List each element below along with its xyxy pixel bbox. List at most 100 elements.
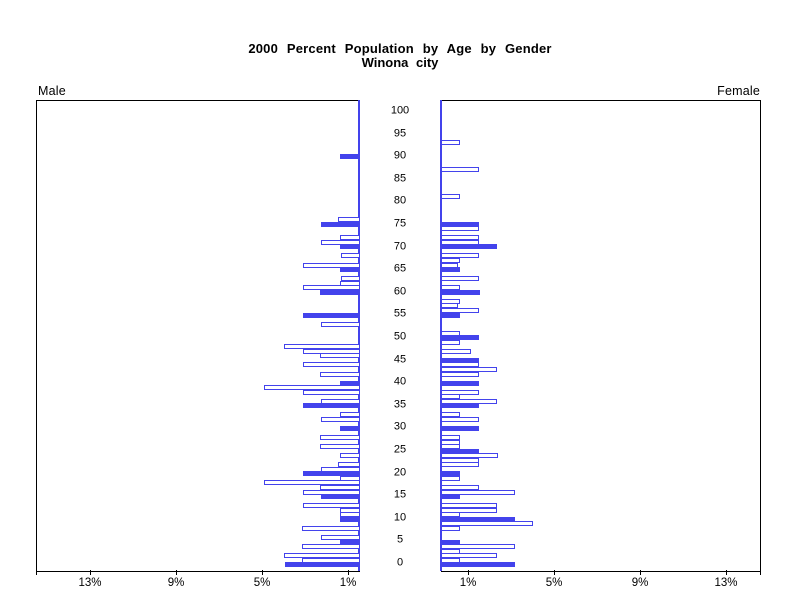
female-bar-age-4 [441,544,515,549]
male-bar-age-90 [340,154,360,159]
female-bar-age-19 [441,476,460,481]
age-tick-label-85: 85 [393,172,407,185]
male-bar-age-55 [303,313,360,318]
female-bar-age-60 [441,290,480,295]
female-bar-age-33 [441,412,460,417]
male-bar-age-6 [321,535,360,540]
female-bar-age-20 [441,471,460,476]
male-pct-tick-1-label: 1% [339,577,357,589]
female-bar-age-38 [441,390,479,395]
female-bar-age-66 [441,263,458,268]
male-pct-tick-1-tickmark [348,570,349,575]
female-bar-age-45 [441,358,479,363]
female-pct-tick-9-tickmark [640,570,641,575]
age-tick-label-45: 45 [393,353,407,366]
female-bar-age-43 [441,367,497,372]
female-bar-age-55 [441,313,460,318]
female-bar-age-93 [441,140,460,145]
female-bar-age-81 [441,194,460,199]
male-bar-age-13 [303,503,360,508]
male-bar-age-72 [340,235,360,240]
female-pct-tick-13-label: 13% [714,577,738,589]
female-pct-tick-1-tickmark [468,570,469,575]
female-bar-age-1 [441,558,460,563]
male-bar-age-63 [341,276,360,281]
male-bar-age-44 [303,362,360,367]
male-pct-tick-9-tickmark [176,570,177,575]
male-bar-age-71 [321,240,360,245]
male-bar-age-48 [284,344,360,349]
age-tick-label-25: 25 [393,443,407,456]
female-bar-age-23 [441,458,479,463]
female-bar-age-0 [441,562,515,567]
age-tick-label-40: 40 [393,375,407,388]
age-tick-label-10: 10 [393,511,407,524]
female-axis-corner-tickmark [760,570,761,575]
male-bar-age-17 [320,485,360,490]
male-panel-frame [36,100,360,572]
female-bar-age-58 [441,299,460,304]
age-tick-label-75: 75 [393,217,407,230]
female-bar-age-8 [441,526,460,531]
male-bar-age-68 [341,253,360,258]
female-bar-age-3 [441,549,460,554]
age-tick-label-0: 0 [396,556,404,569]
female-pct-tick-5-label: 5% [545,577,563,589]
male-bar-age-40 [340,381,360,386]
age-tick-label-15: 15 [393,488,407,501]
female-pct-tick-5-tickmark [554,570,555,575]
male-bar-age-12 [340,508,360,513]
male-bar-age-47 [303,349,360,354]
male-bar-age-18 [264,480,360,485]
female-bar-age-61 [441,285,460,290]
male-bar-age-10 [340,517,360,522]
male-bar-age-38 [303,390,360,395]
age-tick-label-30: 30 [393,420,407,433]
male-bar-age-28 [320,435,360,440]
male-bar-age-16 [303,490,360,495]
male-bar-age-33 [340,412,360,417]
age-tick-label-65: 65 [393,262,407,275]
age-tick-label-100: 100 [390,104,410,117]
male-bar-age-61 [303,285,360,290]
female-bar-age-12 [441,508,497,513]
male-bar-age-75 [321,222,360,227]
female-bar-age-30 [441,426,479,431]
male-pct-tick-9-label: 9% [167,577,185,589]
male-bar-age-36 [321,399,360,404]
female-bar-age-16 [441,490,515,495]
male-pct-tick-5-tickmark [262,570,263,575]
female-bar-age-87 [441,167,479,172]
female-pct-tick-1-label: 1% [459,577,477,589]
male-bar-age-62 [340,281,360,286]
age-tick-label-80: 80 [393,194,407,207]
male-bar-age-60 [320,290,360,295]
male-pct-tick-13-label: 13% [78,577,102,589]
female-panel-frame [441,100,761,572]
male-bar-age-22 [338,462,360,467]
female-bar-age-47 [441,349,471,354]
male-bar-age-39 [264,385,360,390]
female-bar-age-40 [441,381,479,386]
female-bar-age-13 [441,503,497,508]
male-bar-age-30 [340,426,360,431]
male-bar-age-53 [321,322,360,327]
male-panel-label: Male [38,84,66,98]
female-bar-age-51 [441,331,460,336]
male-bar-age-42 [320,372,360,377]
age-tick-label-20: 20 [393,466,407,479]
female-bar-age-28 [441,435,460,440]
male-bar-age-26 [320,444,360,449]
female-pct-tick-13-tickmark [726,570,727,575]
chart-subtitle: Winona city [361,55,439,70]
age-tick-label-95: 95 [393,127,407,140]
female-bar-age-42 [441,372,479,377]
male-bar-age-24 [340,453,360,458]
age-tick-label-50: 50 [393,330,407,343]
female-bar-age-56 [441,308,479,313]
age-tick-label-70: 70 [393,240,407,253]
age-tick-label-55: 55 [393,307,407,320]
male-pct-tick-5-label: 5% [253,577,271,589]
age-tick-label-35: 35 [393,398,407,411]
